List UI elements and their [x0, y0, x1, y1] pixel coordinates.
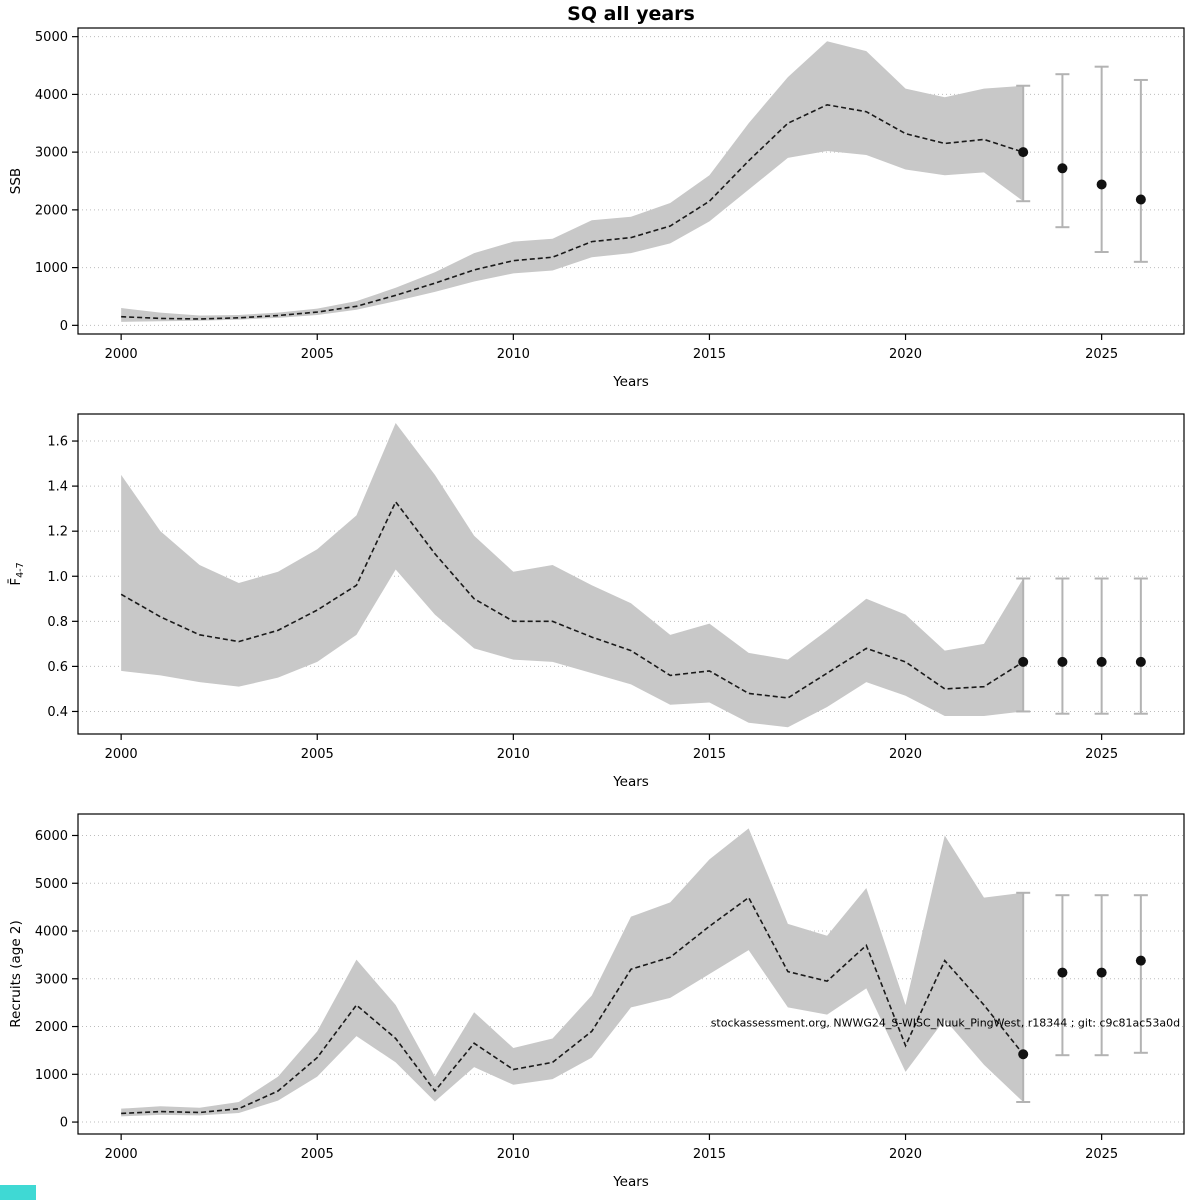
- terminal-point: [1018, 656, 1029, 667]
- x-tick-label: 2020: [889, 347, 922, 362]
- corner-artifact: [0, 1185, 36, 1200]
- forecast-point: [1096, 656, 1107, 667]
- forecast-point: [1096, 179, 1107, 190]
- y-tick-label: 1.6: [47, 435, 68, 450]
- fbar-chart: 2000 2005 2010 2015 2020 2025 0.4 0.6 0.8 1.0 1.2 1…: [7, 413, 1185, 790]
- y-tick-label: 1000: [35, 261, 68, 276]
- forecast-point: [1057, 656, 1068, 667]
- y-tick-label: 2000: [35, 203, 68, 218]
- x-tick-label: 2000: [105, 347, 138, 362]
- x-tick-label: 2010: [497, 347, 530, 362]
- recruits-panel: 2000 2005 2010 2015 2020 2025 0 1000 2000 3000 400…: [0, 800, 1200, 1200]
- forecast-point: [1135, 656, 1146, 667]
- y-axis-title: Recruits (age 2): [8, 920, 24, 1028]
- x-tick-label: 2010: [497, 1147, 530, 1162]
- x-tick-label: 2000: [105, 747, 138, 762]
- forecast-point: [1057, 967, 1068, 978]
- median-line: [120, 500, 1024, 699]
- y-tick-label: 4000: [35, 88, 68, 103]
- y-tick-label: 3000: [35, 146, 68, 161]
- x-tick-label: 2015: [693, 1147, 726, 1162]
- y-tick-label: 2000: [35, 1020, 68, 1035]
- x-tick-label: 2005: [301, 747, 334, 762]
- y-axis-title: SSB: [8, 168, 24, 194]
- y-axis-title: F̄4-7: [7, 562, 26, 585]
- y-tick-label: 1000: [35, 1068, 68, 1083]
- watermark-text: stockassessment.org, NWWG24_S-WISC_Nuuk_…: [711, 1017, 1180, 1030]
- y-tick-label: 4000: [35, 925, 68, 940]
- terminal-point: [1018, 1049, 1029, 1060]
- x-tick-label: 2005: [301, 1147, 334, 1162]
- plot-frame: [77, 813, 1185, 1135]
- confidence-band: [121, 828, 1024, 1117]
- confidence-band: [121, 423, 1024, 728]
- y-tick-label: 5000: [35, 30, 68, 45]
- x-tick-label: 2005: [301, 347, 334, 362]
- forecast-point: [1057, 163, 1068, 174]
- x-tick-label: 2015: [693, 347, 726, 362]
- y-tick-label: 0.6: [47, 660, 68, 675]
- x-tick-label: 2010: [497, 747, 530, 762]
- y-tick-label: 3000: [35, 972, 68, 987]
- y-tick-label: 5000: [35, 877, 68, 892]
- ssb-panel: 2000 2005 2010 2015 2020 2025 0 1000 2000 3000 400…: [0, 0, 1200, 400]
- chart-title: SQ all years: [567, 3, 695, 25]
- median-line: [121, 896, 1024, 1115]
- plot-frame: [77, 413, 1185, 735]
- x-axis-title: Years: [612, 1174, 649, 1190]
- ssb-chart: 2000 2005 2010 2015 2020 2025 0 1000 2000 3000 400…: [8, 3, 1185, 390]
- y-tick-label: 0.4: [47, 705, 68, 720]
- x-axis-title: Years: [612, 374, 649, 390]
- x-tick-label: 2000: [105, 1147, 138, 1162]
- recruits-chart: 2000 2005 2010 2015 2020 2025 0 1000 2000 3000 400…: [8, 813, 1185, 1190]
- forecast-point: [1135, 955, 1146, 966]
- x-tick-label: 2025: [1085, 1147, 1118, 1162]
- confidence-band: [121, 41, 1024, 322]
- y-tick-label: 0.8: [47, 615, 68, 630]
- forecast-point: [1096, 967, 1107, 978]
- median-line: [121, 103, 1024, 320]
- x-tick-label: 2015: [693, 747, 726, 762]
- y-tick-label: 6000: [35, 829, 68, 844]
- x-tick-label: 2020: [889, 1147, 922, 1162]
- y-tick-label: 1.2: [47, 525, 68, 540]
- terminal-point: [1018, 147, 1029, 158]
- y-tick-label: 1.0: [47, 570, 68, 585]
- forecast-point: [1135, 194, 1146, 205]
- x-axis-title: Years: [612, 774, 649, 790]
- y-tick-label: 0: [60, 319, 68, 334]
- y-tick-label: 0: [60, 1116, 68, 1131]
- plot-frame: [77, 27, 1185, 335]
- x-tick-label: 2025: [1085, 747, 1118, 762]
- x-tick-label: 2020: [889, 747, 922, 762]
- x-tick-label: 2025: [1085, 347, 1118, 362]
- fbar-panel: 2000 2005 2010 2015 2020 2025 0.4 0.6 0.8 1.0 1.2 1…: [0, 400, 1200, 800]
- y-tick-label: 1.4: [47, 480, 68, 495]
